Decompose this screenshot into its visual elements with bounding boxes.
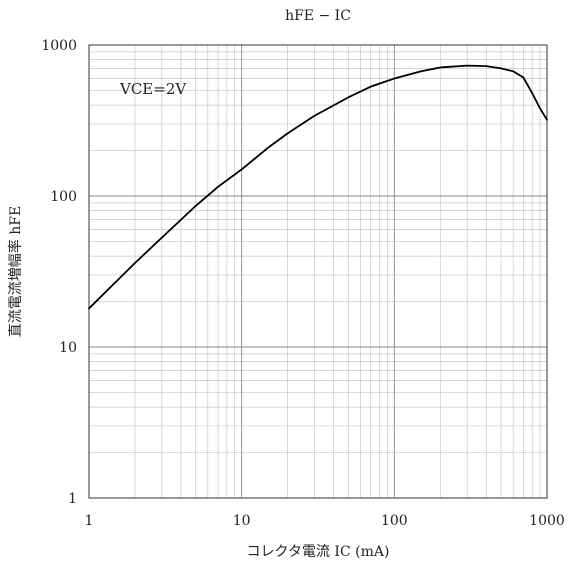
y-axis-label: 直流電流増幅率 hFE — [7, 206, 24, 337]
y-tick-label: 100 — [50, 189, 77, 205]
x-axis-label: コレクタ電流 IC (mA) — [247, 544, 390, 560]
y-tick-label: 1000 — [41, 38, 77, 54]
y-tick-label: 10 — [59, 340, 77, 356]
tick-labels: 1 10 100 1000 1 10 100 1000 — [41, 38, 564, 529]
y-tick-label: 1 — [68, 491, 77, 507]
x-tick-label: 1000 — [529, 513, 565, 529]
condition-annotation: VCE=2V — [119, 80, 187, 98]
x-tick-label: 1 — [85, 513, 94, 529]
x-tick-label: 100 — [381, 513, 408, 529]
x-tick-label: 10 — [233, 513, 251, 529]
grid — [88, 44, 548, 499]
chart-title: hFE − IC — [285, 8, 351, 24]
series-line-hfe — [88, 64, 548, 310]
series-layer — [88, 64, 548, 310]
plot-frame — [88, 44, 548, 499]
